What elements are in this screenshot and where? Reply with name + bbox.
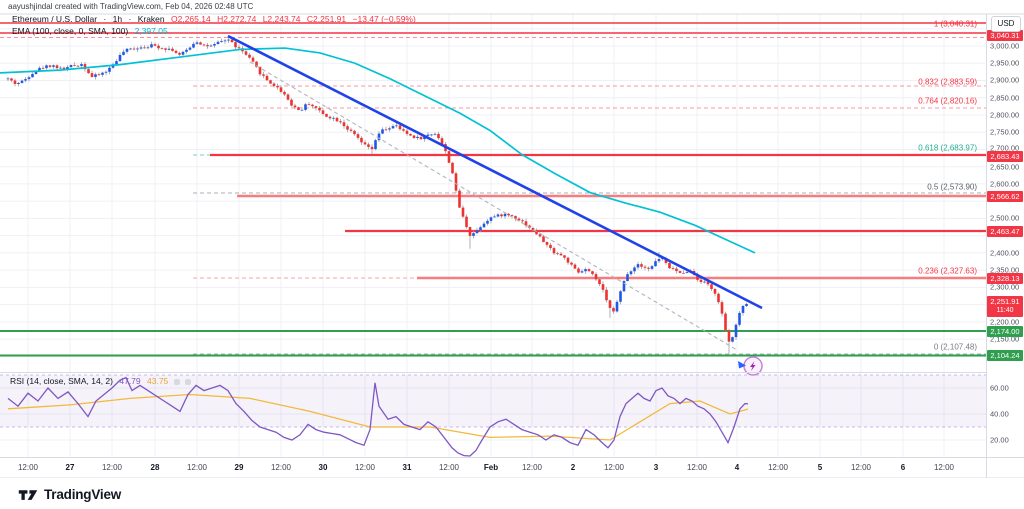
time-tick-label: 12:00 (850, 463, 872, 472)
grid-lines (0, 14, 986, 457)
fib-level-label: 1 (3,040.31) (933, 19, 977, 29)
legend-separator: · (103, 14, 107, 24)
ema-line[interactable] (0, 47, 756, 254)
change-value: −13.47 (−0.59%) (352, 14, 416, 24)
flash-marker-icon[interactable] (738, 356, 763, 376)
price-tick-label: 2,650.00 (990, 162, 1020, 172)
price-tick-label: 2,400.00 (990, 248, 1020, 258)
symbol-title: Ethereum / U.S. Dollar (12, 14, 98, 24)
fib-level-label: 0 (2,107.48) (933, 342, 977, 352)
price-tick-label: 3,000.00 (990, 41, 1020, 51)
price-tick-label: 2,500.00 (990, 213, 1020, 223)
symbol-legend-row[interactable]: Ethereum / U.S. Dollar · 1h · Kraken O2,… (12, 14, 416, 26)
time-tick-label: 27 (65, 463, 75, 472)
time-tick-label: 31 (402, 463, 412, 472)
rsi-ma-line[interactable] (7, 393, 749, 441)
ema-value: 2,397.05 (134, 25, 168, 36)
ohlc-open: O2,265.14 (171, 14, 211, 24)
rsi-ma-value: 43.75 (147, 376, 169, 386)
price-tick-label: 20.00 (990, 435, 1009, 445)
tradingview-wordmark[interactable]: TradingView (44, 487, 122, 502)
rsi-legend-action-icon[interactable] (173, 378, 180, 385)
time-tick-label: 12:00 (186, 463, 208, 472)
price-tick-label: 2,700.00 (990, 143, 1020, 153)
time-tick-label: 6 (900, 463, 906, 472)
rsi-label: RSI (14, close, SMA, 14, 2) (10, 376, 113, 386)
time-tick-label: 12:00 (101, 463, 123, 472)
time-tick-label: 29 (234, 463, 244, 472)
rsi-legend-action-icon[interactable] (185, 378, 192, 385)
legend-separator: · (128, 14, 132, 24)
rsi-value: 47.79 (119, 376, 141, 386)
interval-label: 1h (112, 14, 123, 24)
fib-level-label: 0.764 (2,820.16) (918, 96, 977, 106)
price-level-badge[interactable]: 2,566.62 (987, 190, 1023, 202)
footer-bar: TradingView (0, 479, 1024, 509)
price-tick-label: 2,300.00 (990, 282, 1020, 292)
ema-label: EMA (100, close, 0, SMA, 100) (12, 25, 129, 36)
price-tick-label: 2,200.00 (990, 317, 1020, 327)
tradingview-logo-icon[interactable] (18, 487, 40, 508)
cursor-icon (738, 361, 746, 369)
time-tick-label: 3 (653, 463, 659, 472)
time-tick-label: 4 (734, 463, 740, 472)
price-tick-label: 2,850.00 (990, 93, 1020, 103)
price-level-badge[interactable]: 2,683.43 (987, 150, 1023, 162)
price-level-badge[interactable]: 2,174.00 (987, 325, 1023, 337)
fib-level-label: 0.832 (2,883.59) (918, 77, 977, 87)
price-tick-label: 2,600.00 (990, 179, 1020, 189)
time-tick-label: Feb (483, 463, 499, 472)
attribution-text: aayushjindal created with TradingView.co… (8, 2, 254, 11)
time-tick-label: 12:00 (17, 463, 39, 472)
price-tick-label: 2,150.00 (990, 334, 1020, 344)
time-tick-label: 30 (318, 463, 328, 472)
price-tick-label: 40.00 (990, 409, 1009, 419)
time-tick-label: 12:00 (438, 463, 460, 472)
countdown-timer: 11:40 (996, 307, 1014, 314)
time-tick-label: 28 (150, 463, 160, 472)
currency-toggle-button[interactable]: USD (991, 16, 1021, 32)
main-chart-legend: Ethereum / U.S. Dollar · 1h · Kraken O2,… (12, 14, 416, 37)
rsi-legend-row[interactable]: RSI (14, close, SMA, 14, 2) 47.79 43.75 (10, 376, 192, 386)
channel-dashed-trendline[interactable] (249, 61, 738, 351)
time-tick-label: 12:00 (767, 463, 789, 472)
ohlc-high: H2,272.74 (217, 14, 257, 24)
descending-trendline[interactable] (227, 34, 763, 310)
time-tick-label: 12:00 (270, 463, 292, 472)
fib-level-label: 0.5 (2,573.90) (927, 182, 977, 192)
price-tick-label: 2,950.00 (990, 58, 1020, 68)
time-tick-label: 12:00 (686, 463, 708, 472)
time-tick-label: 12:00 (354, 463, 376, 472)
price-level-badge[interactable]: 3,040.31 (987, 29, 1023, 41)
price-level-badge[interactable]: 2,104.24 (987, 349, 1023, 361)
fib-level-label: 0.618 (2,683.97) (918, 143, 977, 153)
price-tick-label: 2,800.00 (990, 110, 1020, 120)
price-tick-label: 2,350.00 (990, 265, 1020, 275)
price-tick-label: 60.00 (990, 383, 1009, 393)
time-tick-label: 5 (817, 463, 823, 472)
ohlc-close: C2,251.91 (306, 14, 347, 24)
time-tick-label: 12:00 (521, 463, 543, 472)
time-tick-label: 12:00 (933, 463, 955, 472)
price-tick-label: 2,750.00 (990, 127, 1020, 137)
time-tick-label: 12:00 (603, 463, 625, 472)
exchange-label: Kraken (137, 14, 165, 24)
rsi-line[interactable] (7, 376, 749, 457)
candlestick-series (6, 36, 748, 354)
last-price-badge[interactable]: 2,251.91 11:40 (987, 296, 1023, 317)
chart-canvas[interactable] (0, 0, 1024, 478)
fib-level-label: 0.236 (2,327.63) (918, 266, 977, 276)
ema-legend-row[interactable]: EMA (100, close, 0, SMA, 100) 2,397.05 (12, 26, 416, 38)
price-tick-label: 2,900.00 (990, 75, 1020, 85)
price-level-badge[interactable]: 2,328.13 (987, 272, 1023, 284)
ohlc-low: L2,243.74 (262, 14, 301, 24)
price-level-badge[interactable]: 2,463.47 (987, 225, 1023, 237)
time-tick-label: 2 (570, 463, 576, 472)
